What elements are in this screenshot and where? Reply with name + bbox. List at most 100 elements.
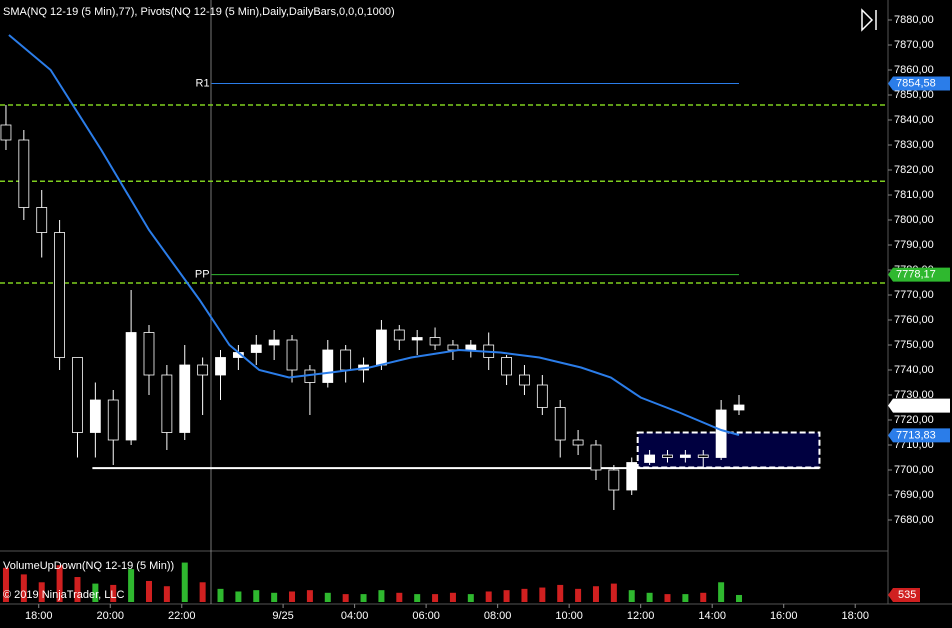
y-tick-label: 7740,00 (894, 364, 934, 376)
candle-body (36, 207, 48, 233)
volume-bar (503, 590, 510, 602)
zone (636, 431, 821, 469)
volume-bar (181, 562, 188, 602)
volume-bar (128, 569, 135, 602)
volume-bar (432, 594, 439, 602)
volume-bar (306, 590, 313, 602)
volume-bar (163, 586, 170, 602)
y-tick-label: 7760,00 (894, 314, 934, 326)
y-tick-label: 7800,00 (894, 214, 934, 226)
volume-bar (56, 565, 63, 602)
candle-body (519, 374, 530, 386)
candle-body (590, 444, 602, 471)
candle-body (89, 399, 101, 433)
candle-body (322, 349, 334, 383)
sma-line (8, 34, 740, 436)
volume-bar (628, 590, 635, 602)
volume-bar (92, 583, 99, 602)
volume-bar (664, 594, 671, 602)
y-tick-label: 7720,00 (894, 414, 934, 426)
x-tick-label: 18:00 (25, 610, 53, 622)
candle-body (125, 332, 137, 441)
volume-bar (718, 582, 725, 602)
volume-bar (235, 591, 242, 602)
candle-body (536, 384, 548, 408)
pivot-label: PP (195, 268, 210, 280)
x-tick-label: 06:00 (412, 610, 440, 622)
y-tick-label: 7870,00 (894, 39, 934, 51)
x-tick-label: 14:00 (698, 610, 726, 622)
volume-bar (271, 592, 278, 602)
candle-body (340, 349, 352, 371)
candle-body (393, 329, 405, 341)
price-marker (888, 76, 950, 91)
volume-marker-label: 535 (898, 589, 916, 601)
pivot-label: R1 (196, 77, 210, 89)
x-tick-label: 22:00 (168, 610, 196, 622)
candle-body (143, 332, 155, 376)
candle-body (107, 399, 119, 441)
volume-marker (888, 587, 920, 602)
y-tick-label: 7770,00 (894, 289, 934, 301)
volume-bar (646, 592, 653, 602)
x-tick-label: 10:00 (555, 610, 583, 622)
volume-bar (736, 594, 743, 602)
volume-bar (575, 588, 582, 602)
candle-body (54, 232, 65, 358)
price-marker (888, 398, 950, 413)
volume-bar (38, 582, 45, 602)
candle-body (250, 344, 262, 353)
candle-body (447, 344, 459, 351)
y-tick-label: 7730,00 (894, 389, 934, 401)
candle-body (286, 339, 298, 371)
candle-body (161, 374, 173, 433)
y-tick-label: 7680,00 (894, 514, 934, 526)
volume-bar (110, 584, 117, 602)
price-marker-label: 7778,17 (896, 268, 936, 280)
volume-bar (20, 574, 27, 602)
candle-body (411, 337, 423, 341)
price-marker-label: 7725,75 (896, 400, 936, 412)
candle-body (679, 454, 691, 458)
price-marker-label: 7713,83 (896, 429, 936, 441)
volume-bar (396, 592, 403, 602)
candle-body (608, 469, 620, 491)
volume-bar (324, 592, 331, 602)
x-tick-label: 9/25 (272, 610, 293, 622)
candle-body (572, 439, 584, 446)
price-marker-label: 7854,58 (896, 77, 936, 89)
volume-bar (2, 567, 9, 602)
volume-bar (74, 577, 81, 602)
x-tick-label: 20:00 (96, 610, 124, 622)
x-tick-label: 12:00 (627, 610, 655, 622)
candle-body (197, 364, 209, 376)
volume-bar (378, 590, 385, 602)
volume-bar (610, 583, 617, 602)
volume-bar (414, 594, 421, 602)
plot: 7880,00 7870,00 7860,00 7850,00 7840,00 7830,… (0, 14, 950, 622)
price-marker (888, 428, 950, 443)
volume-bar (199, 582, 206, 602)
candle-body (501, 357, 512, 376)
y-tick-label: 7830,00 (894, 139, 934, 151)
y-tick-label: 7840,00 (894, 114, 934, 126)
toggle-icon[interactable] (861, 8, 874, 32)
y-tick-label: 7880,00 (894, 14, 934, 26)
volume-bar (682, 594, 689, 602)
y-tick-label: 7820,00 (894, 164, 934, 176)
candle-body (715, 409, 727, 458)
volume-bar (449, 592, 456, 602)
y-tick-label: 7750,00 (894, 339, 934, 351)
price-marker (888, 267, 950, 282)
volume-bar (557, 584, 564, 602)
volume-bar (521, 588, 528, 602)
volume-title: VolumeUpDown(NQ 12-19 (5 Min)) (3, 560, 174, 572)
volume-bar (485, 591, 492, 602)
candle-body (72, 357, 83, 433)
volume-bar (360, 594, 367, 602)
panel-toggle[interactable] (861, 8, 877, 32)
chart-title: SMA(NQ 12-19 (5 Min),77), Pivots(NQ 12-1… (3, 6, 395, 18)
volume-bar (592, 586, 599, 602)
